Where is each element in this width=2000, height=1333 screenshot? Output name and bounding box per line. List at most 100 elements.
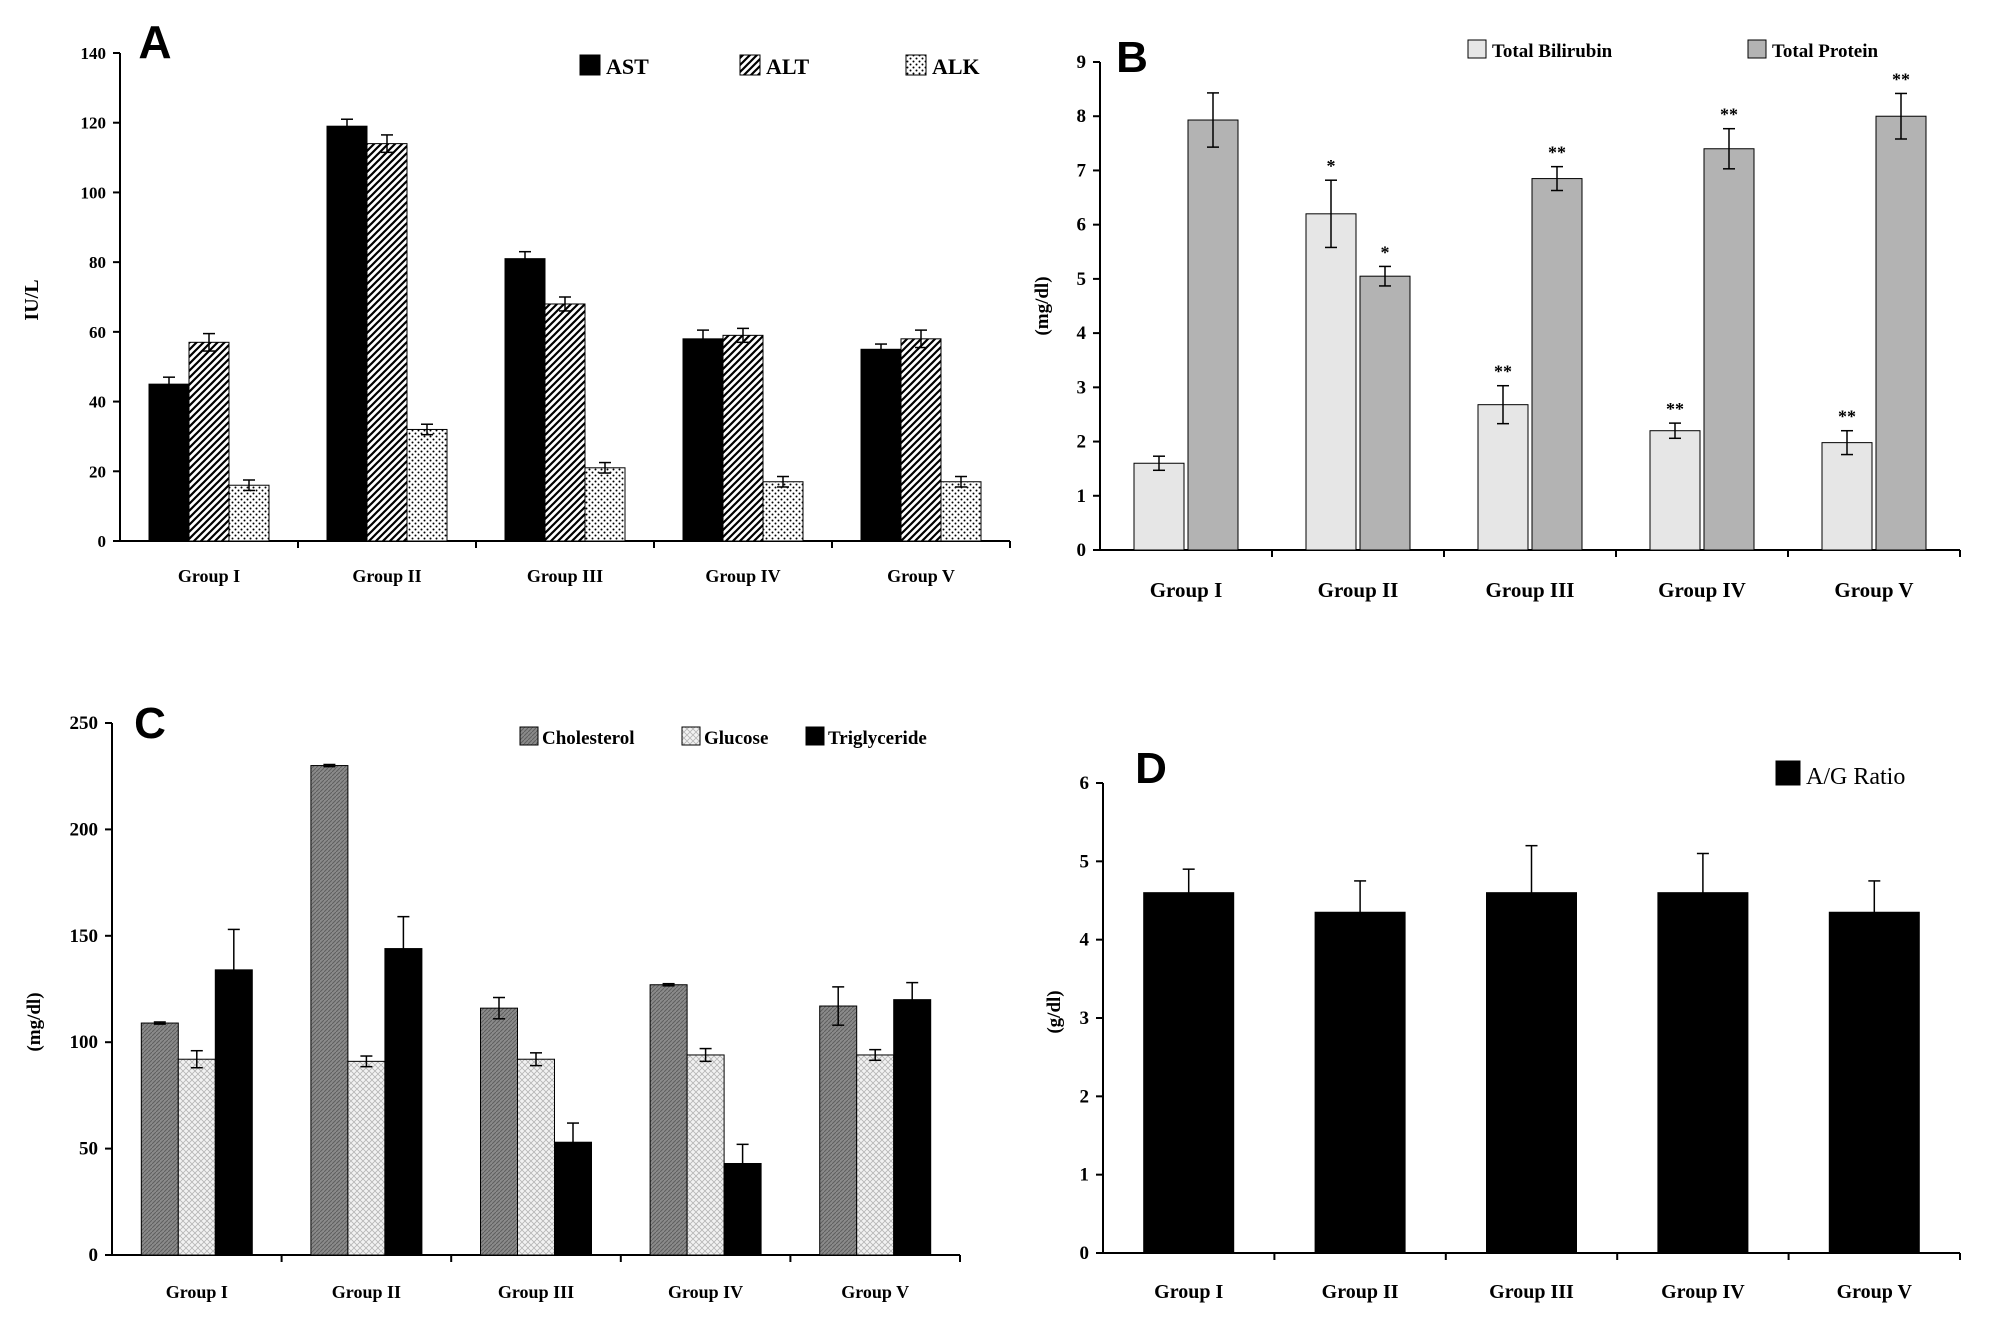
bar-total-bilirubin [1821,442,1873,551]
x-tick-label: Group IV [668,1282,743,1302]
bar-glucose [517,1058,555,1256]
bar-alt [366,143,408,542]
legend-swatch [681,726,701,746]
bar-alt [722,334,764,542]
bar-ast [860,348,902,542]
y-tick-label: 5 [1077,269,1087,290]
y-tick-label: 2 [1077,432,1087,453]
bar-cholesterol [480,1007,518,1256]
panel-letter: D [1135,744,1167,793]
y-tick-label: 6 [1077,215,1087,236]
legend-label: ALT [766,54,810,79]
x-tick-label: Group V [841,1282,909,1302]
y-tick-label: 0 [1077,540,1087,561]
panel-letter: C [134,699,166,748]
bar-alt [544,303,586,542]
y-tick-label: 5 [1080,851,1090,872]
y-tick-label: 1 [1080,1165,1090,1186]
y-tick-label: 4 [1077,323,1087,344]
legend-swatch [579,54,601,76]
x-tick-label: Group II [332,1282,401,1302]
significance-label: ** [1666,399,1684,419]
y-tick-label: 3 [1080,1008,1090,1029]
y-tick-label: 0 [1080,1243,1090,1264]
y-axis-label: (mg/dl) [24,992,45,1051]
y-tick-label: 50 [79,1139,98,1160]
significance-label: ** [1892,69,1910,89]
bar-cholesterol [140,1022,179,1256]
bar-a-g-ratio [1486,892,1577,1254]
significance-label: * [1381,242,1390,262]
bar-total-protein [1359,275,1411,551]
panel-letter: B [1116,33,1148,82]
y-tick-label: 100 [70,1032,99,1053]
legend-swatch [1747,39,1767,59]
x-tick-label: Group III [527,566,603,586]
bar-total-bilirubin [1477,404,1529,551]
bar-triglyceride [384,948,423,1256]
y-tick-label: 3 [1077,377,1087,398]
significance-label: ** [1548,143,1566,163]
y-tick-label: 9 [1077,52,1087,73]
bar-triglyceride [893,999,932,1256]
y-tick-label: 6 [1080,773,1090,794]
legend-label: Cholesterol [542,728,635,749]
bar-total-protein [1875,115,1927,551]
x-tick-label: Group I [1150,578,1223,602]
legend-label: Total Protein [1772,41,1879,62]
legend-swatch [905,54,927,76]
bar-alt [900,338,942,542]
legend-label: ALK [932,54,980,79]
bar-total-protein [1703,148,1755,551]
bar-a-g-ratio [1143,892,1235,1254]
legend-label: AST [606,54,649,79]
x-tick-label: Group II [1322,1281,1399,1303]
x-tick-label: Group V [887,566,955,586]
x-tick-label: Group III [1489,1281,1574,1303]
y-tick-label: 7 [1077,160,1087,181]
y-tick-label: 4 [1080,930,1090,951]
bar-cholesterol [649,984,688,1256]
legend-label: Total Bilirubin [1492,41,1613,62]
x-tick-label: Group V [1834,578,1913,602]
significance-label: * [1327,156,1336,176]
bar-alk [762,481,804,542]
x-tick-label: Group III [498,1282,574,1302]
bar-glucose [686,1054,725,1256]
panel-c-chart: C 0 50 100 150 200 250 (mg/dl) Group I Group II Gr… [24,699,961,1302]
bar-cholesterol [819,1005,858,1256]
x-tick-label: Group I [166,1282,228,1302]
legend-swatch [519,726,539,746]
legend-swatch [1467,39,1487,59]
y-tick-label: 60 [89,323,106,342]
bar-alk [228,484,270,542]
legend-swatch [1775,760,1801,786]
x-tick-label: Group IV [1658,578,1746,602]
bar-a-g-ratio [1657,892,1749,1254]
bar-total-bilirubin [1305,213,1357,551]
y-tick-label: 150 [70,926,99,947]
panel-letter: A [138,16,171,68]
y-tick-label: 40 [89,393,106,412]
y-axis-label: (mg/dl) [1032,276,1053,335]
legend-label: Glucose [704,728,768,749]
significance-label: ** [1494,362,1512,382]
bar-alk [940,481,982,542]
y-tick-label: 8 [1077,106,1087,127]
x-tick-label: Group I [1154,1281,1223,1303]
bar-alt [188,341,230,542]
y-tick-label: 200 [70,819,99,840]
bar-ast [326,125,368,542]
y-tick-label: 2 [1080,1086,1090,1107]
bar-ast [682,338,724,542]
y-tick-label: 140 [81,44,107,63]
significance-label: ** [1720,105,1738,125]
bar-total-protein [1531,178,1583,551]
bar-a-g-ratio [1828,911,1920,1254]
bar-cholesterol [310,765,349,1256]
legend-swatch [805,726,825,746]
bar-ast [504,258,546,542]
x-tick-label: Group III [1486,578,1575,602]
x-tick-label: Group II [352,566,421,586]
